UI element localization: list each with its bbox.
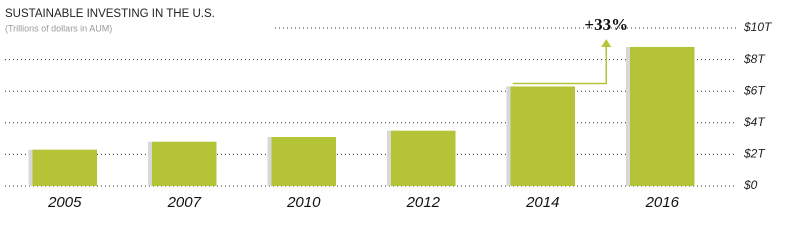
y-tick-label: $6T [743, 83, 766, 97]
chart-title: SUSTAINABLE INVESTING IN THE U.S. [5, 8, 215, 20]
y-tick-label: $10T [743, 20, 773, 34]
bar [271, 137, 337, 186]
x-tick-label: 2007 [167, 194, 202, 211]
x-tick-label: 2012 [406, 194, 441, 211]
bar [151, 141, 217, 186]
chart: SUSTAINABLE INVESTING IN THE U.S. (Trill… [5, 8, 773, 211]
bar [390, 130, 456, 186]
bar-shadow [267, 137, 274, 186]
annotation: +33% [584, 15, 628, 34]
y-tick-label: $8T [743, 52, 766, 66]
bar [32, 149, 98, 186]
y-tick-label: $0 [743, 178, 758, 192]
bar [510, 86, 576, 186]
bar-shadow [28, 149, 35, 186]
bar-shadow [625, 46, 632, 187]
bar-shadow [506, 86, 513, 186]
bar [629, 46, 695, 187]
x-tick-label: 2005 [47, 194, 82, 211]
x-tick-label: 2014 [525, 194, 559, 211]
y-tick-label: $4T [743, 115, 766, 129]
chart-subtitle: (Trillions of dollars in AUM) [5, 23, 112, 33]
bar-shadow [147, 141, 154, 186]
y-tick-label: $2T [743, 147, 766, 161]
x-tick-label: 2010 [286, 194, 321, 211]
x-tick-label: 2016 [645, 194, 680, 211]
annotation-arrow [512, 40, 607, 85]
annotation-arrowhead [601, 38, 612, 47]
bar-shadow [386, 130, 393, 186]
